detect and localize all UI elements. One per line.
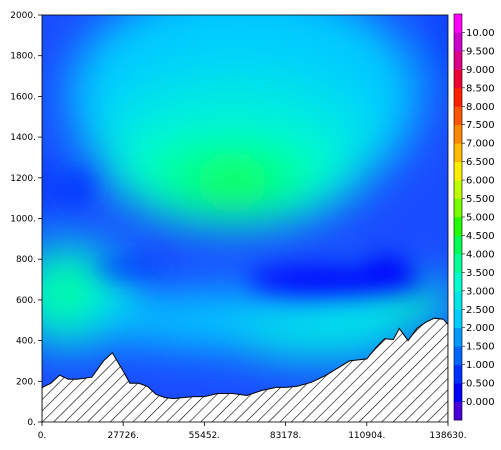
colorbar-label: 7.500 [466, 120, 495, 131]
y-tick-label: 600. [16, 296, 36, 306]
colorbar-label: 4.500 [466, 231, 495, 242]
colorbar-segment [454, 235, 462, 255]
colorbar-label: 6.000 [466, 176, 495, 187]
colorbar-label: 4.000 [466, 249, 495, 260]
x-tick-label: 83178. [270, 431, 302, 441]
colorbar-segment [454, 87, 462, 107]
colorbar-label: 3.000 [466, 286, 495, 297]
colorbar-label: 7.000 [466, 139, 495, 150]
y-axis: 0. 200. 400. 600. 800. 1000. 1200. 1400. 1600. 18… [10, 11, 42, 428]
x-tick-label: 55452. [189, 431, 221, 441]
y-tick-label: 1200. [10, 174, 36, 184]
contour-region-5 [206, 169, 259, 195]
colorbar-label: 9.000 [466, 65, 495, 76]
colorbar-label: 8.500 [466, 83, 495, 94]
x-axis: 0. 27726. 55452. 83178. 110904. 138630. [38, 422, 467, 441]
colorbar-segment [454, 161, 462, 181]
contour-region-13 [431, 15, 448, 91]
y-tick-label: 400. [16, 337, 36, 347]
contour-region-7 [42, 259, 101, 325]
colorbar-label: 10.00 [466, 28, 495, 39]
colorbar-segment [454, 14, 462, 33]
colorbar-segment [454, 106, 462, 126]
y-tick-label: 200. [16, 377, 36, 387]
colorbar-label: 3.500 [466, 268, 495, 279]
colorbar-segment [454, 124, 462, 144]
colorbar-label: 6.500 [466, 157, 495, 168]
x-tick-label: 110904. [348, 431, 385, 441]
y-tick-label: 1800. [10, 52, 36, 62]
colorbar-segment [454, 50, 462, 70]
colorbar: 0.000 0.500 1.000 1.500 2.000 2.500 3.000 3.500… [453, 13, 495, 421]
colorbar-label: 5.500 [466, 194, 495, 205]
contour-band-2 [94, 259, 166, 276]
y-tick-label: 1600. [10, 92, 36, 102]
contour-field [42, 15, 448, 422]
contour-region-11 [232, 312, 409, 361]
colorbar-segment [454, 309, 462, 329]
colorbar-segment [454, 217, 462, 236]
colorbar-segment [454, 32, 462, 52]
colorbar-label: 1.500 [466, 342, 495, 353]
y-tick-label: 1400. [10, 133, 36, 143]
colorbar-segment [454, 401, 462, 421]
colorbar-label: 1.000 [466, 360, 495, 371]
colorbar-segment [454, 253, 462, 273]
contour-band-3 [62, 169, 92, 207]
x-tick-label: 0. [38, 431, 47, 441]
colorbar-label: 2.500 [466, 305, 495, 316]
terrain-profile [42, 317, 448, 422]
y-tick-label: 800. [16, 255, 36, 265]
y-tick-label: 1000. [10, 215, 36, 225]
colorbar-label: 8.000 [466, 102, 495, 113]
colorbar-label: 0.500 [466, 379, 495, 390]
colorbar-segment [454, 272, 462, 292]
colorbar-segment [454, 346, 462, 366]
colorbar-label: 5.000 [466, 213, 495, 224]
colorbar-segment [454, 143, 462, 163]
contour-region-12 [42, 157, 66, 219]
x-tick-label: 138630. [429, 431, 466, 441]
contour-band-1 [364, 255, 412, 276]
y-tick-label: 0. [27, 418, 36, 428]
colorbar-segment [454, 69, 462, 89]
colorbar-segment [454, 290, 462, 310]
colorbar-segment [454, 364, 462, 384]
colorbar-label: 0.000 [466, 397, 495, 408]
colorbar-segment [454, 327, 462, 347]
colorbar-segment [454, 383, 462, 402]
y-tick-label: 2000. [10, 11, 36, 21]
colorbar-segment [454, 180, 462, 199]
x-tick-label: 27726. [107, 431, 139, 441]
colorbar-segment [454, 198, 462, 218]
colorbar-label: 2.000 [466, 323, 495, 334]
colorbar-label: 9.500 [466, 46, 495, 57]
